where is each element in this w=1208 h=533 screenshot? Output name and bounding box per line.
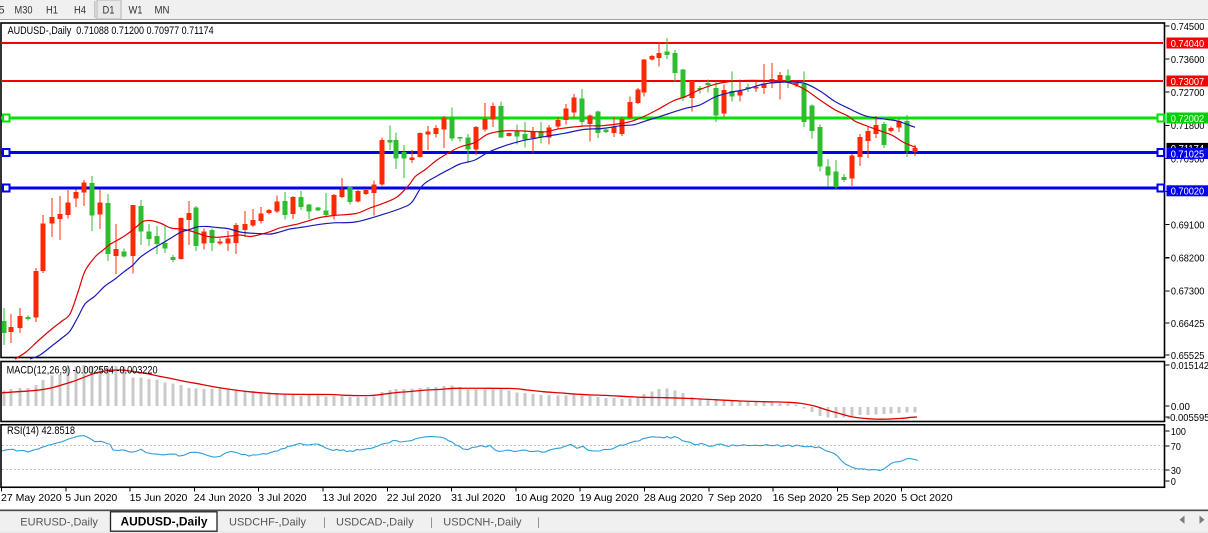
- svg-text:5 Oct 2020: 5 Oct 2020: [901, 492, 953, 504]
- svg-text:|: |: [537, 517, 540, 529]
- svg-text:5: 5: [0, 5, 5, 17]
- svg-text:19 Aug 2020: 19 Aug 2020: [580, 492, 639, 504]
- svg-text:0.015142: 0.015142: [1171, 361, 1208, 372]
- svg-text:USDCAD-,Daily: USDCAD-,Daily: [336, 517, 414, 529]
- svg-text:3 Jul 2020: 3 Jul 2020: [258, 492, 307, 504]
- svg-text:AUDUSD-,Daily: AUDUSD-,Daily: [121, 517, 209, 529]
- svg-text:5 Jun 2020: 5 Jun 2020: [65, 492, 117, 504]
- svg-text:W1: W1: [129, 5, 143, 17]
- svg-text:M30: M30: [15, 5, 33, 17]
- svg-text:-0.005595: -0.005595: [1167, 413, 1208, 424]
- svg-text:D1: D1: [103, 5, 115, 17]
- svg-text:10 Aug 2020: 10 Aug 2020: [515, 492, 574, 504]
- svg-text:0.72002: 0.72002: [1171, 114, 1205, 125]
- svg-text:RSI(14) 42.8518: RSI(14) 42.8518: [7, 425, 75, 437]
- svg-text:0.67300: 0.67300: [1171, 287, 1205, 298]
- svg-text:0.74500: 0.74500: [1171, 22, 1205, 33]
- svg-text:0.00: 0.00: [1171, 402, 1190, 413]
- svg-text:0.74040: 0.74040: [1171, 39, 1205, 50]
- svg-text:H4: H4: [74, 5, 86, 17]
- svg-text:0.73600: 0.73600: [1171, 55, 1205, 66]
- svg-text:0.68200: 0.68200: [1171, 254, 1205, 265]
- svg-text:0.71800: 0.71800: [1171, 121, 1205, 132]
- svg-text:31 Jul 2020: 31 Jul 2020: [451, 492, 505, 504]
- svg-text:MACD(12,26,9) -0.002554 -0.003: MACD(12,26,9) -0.002554 -0.003220: [7, 365, 158, 377]
- svg-text:16 Sep 2020: 16 Sep 2020: [773, 492, 833, 504]
- svg-text:EURUSD-,Daily: EURUSD-,Daily: [20, 517, 98, 529]
- svg-text:MN: MN: [155, 5, 170, 17]
- svg-text:100: 100: [1171, 427, 1186, 438]
- svg-text:0.70900: 0.70900: [1171, 154, 1205, 165]
- svg-text:0: 0: [1171, 477, 1176, 488]
- svg-text:USDCNH-,Daily: USDCNH-,Daily: [443, 517, 522, 529]
- svg-text:15 Jun 2020: 15 Jun 2020: [130, 492, 188, 504]
- svg-text:H1: H1: [46, 5, 58, 17]
- svg-text:25 Sep 2020: 25 Sep 2020: [837, 492, 897, 504]
- svg-text:13 Jul 2020: 13 Jul 2020: [323, 492, 377, 504]
- svg-text:USDCHF-,Daily: USDCHF-,Daily: [229, 517, 307, 529]
- svg-text:|: |: [430, 517, 433, 529]
- svg-text:27 May 2020: 27 May 2020: [1, 492, 62, 504]
- svg-text:30: 30: [1171, 466, 1181, 477]
- svg-text:0.71025: 0.71025: [1171, 149, 1205, 160]
- svg-text:24 Jun 2020: 24 Jun 2020: [194, 492, 252, 504]
- svg-text:0.69100: 0.69100: [1171, 220, 1205, 231]
- svg-text:0.70020: 0.70020: [1171, 187, 1205, 198]
- svg-text:7 Sep 2020: 7 Sep 2020: [708, 492, 762, 504]
- svg-text:0.73007: 0.73007: [1171, 77, 1205, 88]
- svg-text:22 Jul 2020: 22 Jul 2020: [387, 492, 441, 504]
- svg-text:28 Aug 2020: 28 Aug 2020: [644, 492, 703, 504]
- svg-text:0.72700: 0.72700: [1171, 88, 1205, 99]
- svg-text:AUDUSD-,Daily 0.71088 0.71200: AUDUSD-,Daily 0.71088 0.71200 0.70977 0.…: [8, 25, 214, 37]
- svg-text:0.66425: 0.66425: [1171, 319, 1205, 330]
- svg-text:70: 70: [1171, 442, 1181, 453]
- svg-text:|: |: [323, 517, 326, 529]
- svg-text:0.65525: 0.65525: [1171, 351, 1205, 362]
